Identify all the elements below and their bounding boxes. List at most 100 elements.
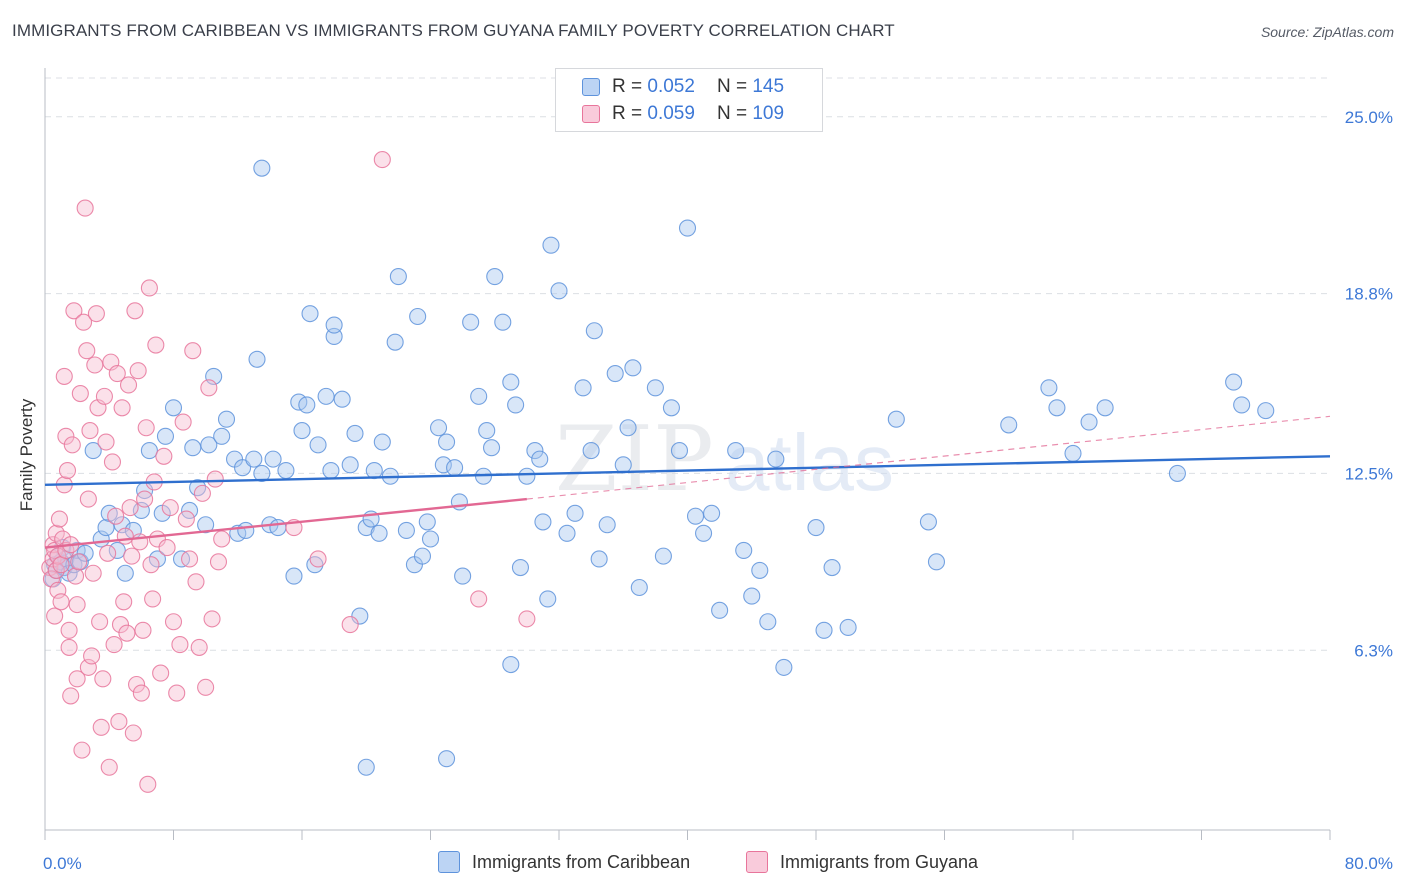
data-point-guyana xyxy=(190,638,208,656)
data-point-caribbean xyxy=(84,442,102,460)
data-point-caribbean xyxy=(751,561,769,579)
data-point-caribbean xyxy=(397,521,415,540)
data-point-caribbean xyxy=(389,268,407,286)
data-point-caribbean xyxy=(351,607,369,625)
x-tick-label-min: 0.0% xyxy=(43,854,82,873)
data-point-caribbean xyxy=(197,516,215,534)
data-point-guyana xyxy=(181,550,199,568)
data-point-caribbean xyxy=(97,519,115,537)
data-point-caribbean xyxy=(454,567,472,585)
data-point-guyana xyxy=(57,427,75,445)
data-point-caribbean xyxy=(113,516,131,534)
data-point-caribbean xyxy=(148,550,166,568)
data-point-guyana xyxy=(58,461,77,480)
data-point-guyana xyxy=(87,305,105,323)
data-point-caribbean xyxy=(1257,402,1275,420)
data-point-caribbean xyxy=(1080,413,1098,431)
data-point-caribbean xyxy=(598,516,616,534)
data-point-caribbean xyxy=(531,450,549,468)
data-point-caribbean xyxy=(767,450,785,468)
data-point-guyana xyxy=(209,553,228,571)
data-point-caribbean xyxy=(306,556,324,574)
data-point-caribbean xyxy=(298,396,316,414)
data-point-guyana xyxy=(47,524,65,542)
data-point-caribbean xyxy=(373,433,391,451)
data-point-caribbean xyxy=(333,390,351,408)
data-point-guyana xyxy=(68,596,86,614)
data-point-guyana xyxy=(55,367,73,385)
legend-n-label: N = xyxy=(716,103,748,124)
data-point-guyana xyxy=(52,593,70,611)
data-point-caribbean xyxy=(590,550,608,568)
y-tick-label: 25.0% xyxy=(1345,108,1393,127)
data-point-guyana xyxy=(373,151,391,169)
data-point-guyana xyxy=(94,670,112,688)
data-point-guyana xyxy=(50,510,69,528)
data-point-guyana xyxy=(174,413,192,431)
data-point-caribbean xyxy=(606,364,624,383)
data-point-caribbean xyxy=(518,467,536,485)
data-point-caribbean xyxy=(317,387,335,405)
data-point-caribbean xyxy=(839,618,857,636)
legend-item-caribbean: Immigrants from Caribbean xyxy=(438,851,690,873)
data-point-caribbean xyxy=(482,439,501,457)
data-point-guyana xyxy=(75,313,93,331)
data-point-caribbean xyxy=(502,655,520,674)
trend-extension-guyana xyxy=(526,415,1331,500)
data-point-caribbean xyxy=(927,553,946,571)
data-point-caribbean xyxy=(253,159,271,177)
data-point-caribbean xyxy=(446,459,464,477)
legend-swatch-pink xyxy=(582,105,600,123)
data-point-guyana xyxy=(132,684,150,702)
data-point-guyana xyxy=(142,556,160,574)
series-legend: Immigrants from Caribbean Immigrants fro… xyxy=(0,851,1406,879)
data-point-caribbean xyxy=(470,387,488,405)
data-point-caribbean xyxy=(217,410,236,428)
data-point-guyana xyxy=(184,342,202,360)
data-point-caribbean xyxy=(727,442,745,460)
y-tick-label: 6.3% xyxy=(1354,641,1393,660)
data-point-caribbean xyxy=(534,513,552,531)
data-point-caribbean xyxy=(293,422,311,440)
data-point-caribbean xyxy=(585,322,603,340)
data-point-guyana xyxy=(137,419,155,437)
data-point-caribbean xyxy=(1000,416,1018,434)
data-point-guyana xyxy=(79,658,97,676)
data-point-guyana xyxy=(81,422,99,440)
trend-line-caribbean xyxy=(44,455,1331,487)
data-point-caribbean xyxy=(234,459,252,477)
data-point-caribbean xyxy=(630,578,648,597)
data-point-caribbean xyxy=(558,524,576,542)
data-point-guyana xyxy=(197,678,215,696)
data-point-guyana xyxy=(124,724,142,742)
data-point-guyana xyxy=(86,356,104,374)
data-point-guyana xyxy=(60,638,78,656)
data-point-caribbean xyxy=(654,547,672,565)
data-point-guyana xyxy=(60,621,78,639)
y-tick-label: 18.8% xyxy=(1345,285,1393,304)
chart-title: IMMIGRANTS FROM CARIBBEAN VS IMMIGRANTS … xyxy=(12,21,895,40)
data-point-caribbean xyxy=(140,442,158,460)
data-point-guyana xyxy=(65,302,83,320)
data-point-caribbean xyxy=(619,419,637,437)
data-point-guyana xyxy=(177,510,195,528)
y-axis-label: Family Poverty xyxy=(17,398,36,512)
data-point-guyana xyxy=(71,384,89,403)
data-point-caribbean xyxy=(670,442,689,460)
data-point-caribbean xyxy=(365,461,383,480)
data-point-caribbean xyxy=(264,450,282,468)
data-point-caribbean xyxy=(539,590,557,608)
legend-r-value: 0.052 xyxy=(647,76,695,97)
legend-r-label: R = xyxy=(612,76,643,97)
data-point-caribbean xyxy=(775,658,793,676)
data-point-caribbean xyxy=(686,507,705,525)
data-point-caribbean xyxy=(703,504,721,522)
data-point-guyana xyxy=(108,364,126,383)
data-point-caribbean xyxy=(213,427,231,445)
chart-source: Source: ZipAtlas.com xyxy=(1260,24,1394,40)
data-point-caribbean xyxy=(370,524,388,542)
data-point-caribbean xyxy=(438,750,456,768)
data-point-caribbean xyxy=(582,442,600,460)
data-point-caribbean xyxy=(164,399,183,417)
